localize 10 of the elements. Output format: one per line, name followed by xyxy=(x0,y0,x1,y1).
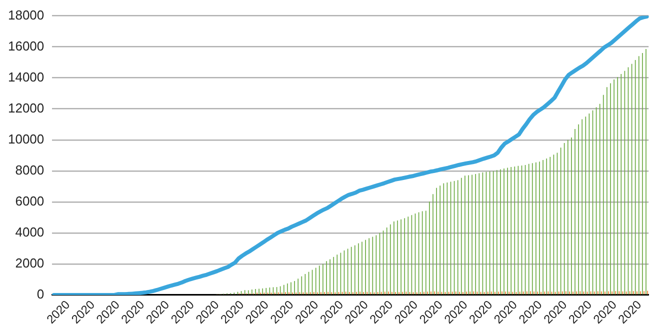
y-tick-label: 12000 xyxy=(8,100,44,116)
y-tick-label: 6000 xyxy=(15,193,44,208)
y-tick-label: 16000 xyxy=(8,38,44,54)
y-tick-label: 10000 xyxy=(8,131,44,146)
y-tick-label: 14000 xyxy=(8,69,44,84)
y-tick-label: 18000 xyxy=(8,7,44,22)
y-tick-label: 0 xyxy=(36,286,44,302)
y-tick-label: 4000 xyxy=(15,224,44,240)
y-tick-label: 2000 xyxy=(15,256,44,271)
y-tick-label: 8000 xyxy=(15,162,44,178)
